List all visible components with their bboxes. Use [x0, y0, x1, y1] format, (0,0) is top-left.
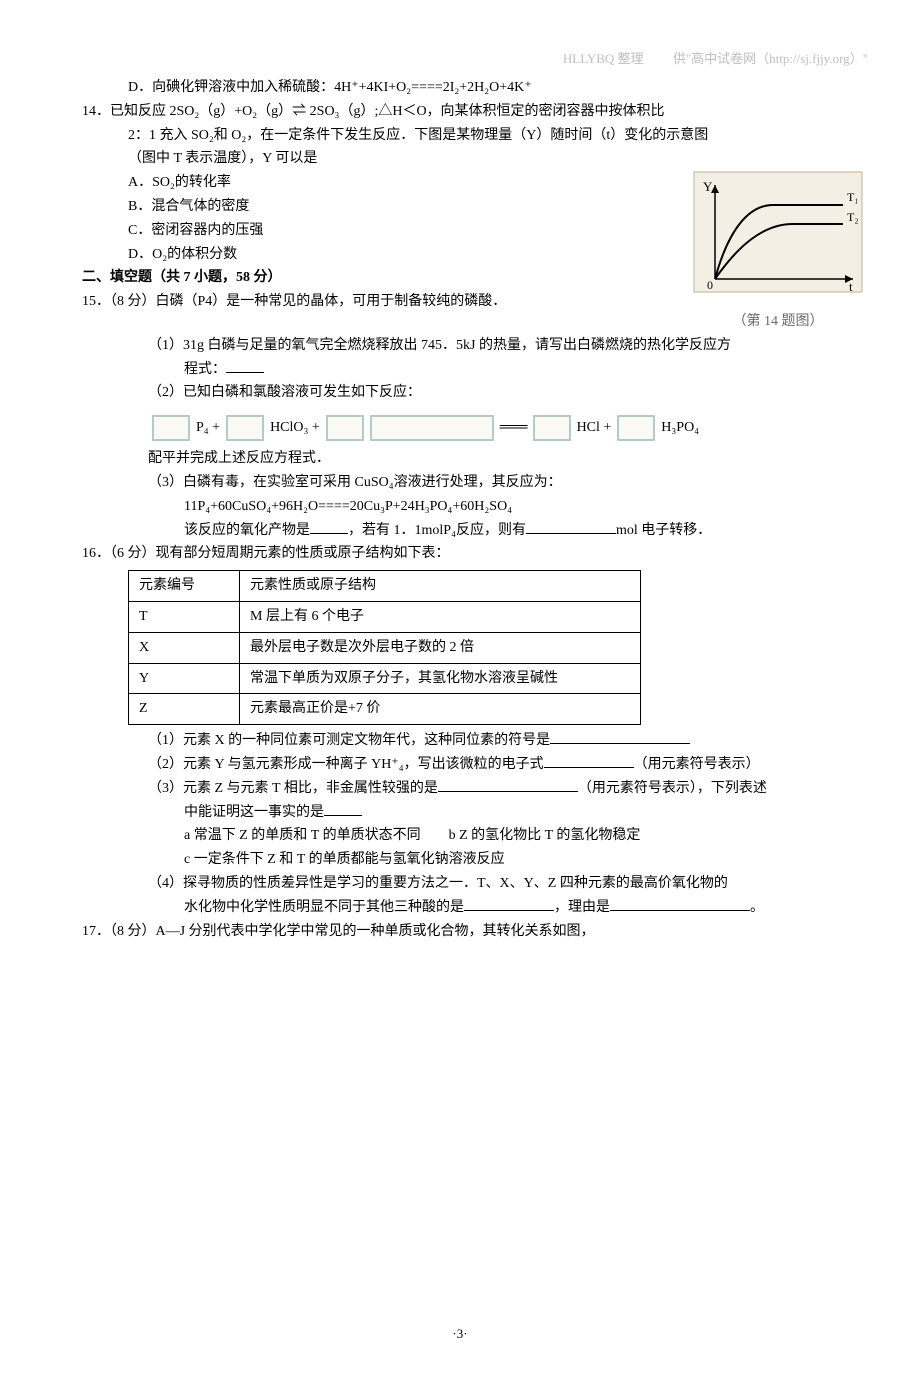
- blank: [550, 729, 690, 744]
- header-left: HLLYBQ 整理: [563, 51, 644, 66]
- graph-origin: 0: [707, 278, 713, 292]
- q16-p4a: （4）探寻物质的性质差异性是学习的重要方法之一．T、X、Y、Z 四种元素的最高价…: [52, 872, 868, 896]
- q16-p4b: 水化物中化学性质明显不同于其他三种酸的是 ，理由是 。: [52, 896, 868, 920]
- q15-p1b: 程式：: [52, 358, 868, 382]
- blank: [226, 358, 264, 373]
- eq-s1: P₄ +: [196, 416, 220, 440]
- q14-option-c: C．密闭容器内的压强: [52, 219, 688, 243]
- graph-x-label: t: [849, 279, 853, 294]
- q13-option-d: D．向碘化钾溶液中加入稀硫酸：4H⁺+4KI+O₂====2I₂+2H₂O+4K…: [52, 76, 868, 100]
- blank: [310, 519, 348, 534]
- blank: [438, 777, 578, 792]
- q16-p1a: （1）元素 X 的一种同位素可测定文物年代，这种同位素的符号是: [148, 733, 550, 748]
- table-row: Z元素最高正价是+7 价: [129, 694, 641, 725]
- q16-p3c: 中能证明这一事实的是: [52, 801, 868, 825]
- q15-p3c-a: 该反应的氧化产物是: [184, 523, 310, 538]
- table-row: X最外层电子数是次外层电子数的 2 倍: [129, 632, 641, 663]
- eq-blank-4: [370, 415, 494, 441]
- blank: [464, 896, 554, 911]
- header-link[interactable]: http://sj.fjjy.org: [769, 51, 850, 66]
- q16-p3a-text: （3）元素 Z 与元素 T 相比，非金属性较强的是: [148, 781, 438, 796]
- q16-p2: （2）元素 Y 与氢元素形成一种离子 YH⁺₄，写出该微粒的电子式 （用元素符号表…: [52, 753, 868, 777]
- cell: 最外层电子数是次外层电子数的 2 倍: [240, 632, 641, 663]
- q16-table: 元素编号 元素性质或原子结构 TM 层上有 6 个电子 X最外层电子数是次外层电…: [128, 570, 641, 725]
- q14-graph-caption: （第 14 题图）: [688, 310, 868, 334]
- blank: [324, 801, 362, 816]
- eq-blank-3: [326, 415, 364, 441]
- q14-stem-1: 14．已知反应 2SO₂（g）+O₂（g）⇌ 2SO₃（g）;△H＜O，向某体积…: [52, 100, 868, 124]
- cell: 常温下单质为双原子分子，其氢化物水溶液呈碱性: [240, 663, 641, 694]
- page-number: ·3·: [52, 1323, 868, 1345]
- q15-p3a: （3）白磷有毒，在实验室可采用 CuSO₄溶液进行处理，其反应为：: [52, 471, 868, 495]
- q15-p1b-text: 程式：: [184, 362, 226, 377]
- cell: T: [129, 602, 240, 633]
- eq-blank-1: [152, 415, 190, 441]
- q16-p4b-a: 水化物中化学性质明显不同于其他三种酸的是: [184, 900, 464, 915]
- cell: Y: [129, 663, 240, 694]
- eq-sep: ═══: [500, 416, 527, 440]
- cell: M 层上有 6 个电子: [240, 602, 641, 633]
- q16-p1: （1）元素 X 的一种同位素可测定文物年代，这种同位素的符号是: [52, 729, 868, 753]
- q15-equation: P₄ + HClO₃ + ═══ HCl + H₃PO₄: [152, 415, 868, 441]
- q16-p3e: c 一定条件下 Z 和 T 的单质都能与氢氧化钠溶液反应: [52, 848, 868, 872]
- q16-p2a: （2）元素 Y 与氢元素形成一种离子 YH⁺₄，写出该微粒的电子式: [148, 757, 544, 772]
- cell: 元素最高正价是+7 价: [240, 694, 641, 725]
- q14-option-a: A．SO₂的转化率: [52, 171, 688, 195]
- cell: Z: [129, 694, 240, 725]
- q14-graph: Y T₁ T₂ 0 t （第 14 题图）: [688, 171, 868, 334]
- graph-y-label: Y: [703, 179, 713, 194]
- q14-option-b: B．混合气体的密度: [52, 195, 688, 219]
- q16-p3a: （3）元素 Z 与元素 T 相比，非金属性较强的是 （用元素符号表示），下列表述: [52, 777, 868, 801]
- q14-graph-svg: Y T₁ T₂ 0 t: [693, 171, 863, 299]
- q16-th2: 元素性质或原子结构: [240, 571, 641, 602]
- section-2-title: 二、填空题（共 7 小题，58 分）: [52, 266, 688, 290]
- graph-t2-label: T₂: [847, 210, 859, 224]
- eq-s4: H₃PO₄: [661, 416, 699, 440]
- q16-p4b-c: 。: [750, 900, 764, 915]
- q16-stem: 16．（6 分）现有部分短周期元素的性质或原子结构如下表：: [52, 542, 868, 566]
- eq-s3: HCl +: [577, 416, 612, 440]
- eq-blank-5: [533, 415, 571, 441]
- q15-after-eq: 配平并完成上述反应方程式．: [52, 447, 868, 471]
- eq-blank-2: [226, 415, 264, 441]
- header-right-suffix: ）": [850, 51, 868, 66]
- q15-p3c-b: ，若有 1．1molP₄反应，则有: [348, 523, 526, 538]
- q15-stem: 15．（8 分）白磷（P4）是一种常见的晶体，可用于制备较纯的磷酸．: [52, 290, 688, 314]
- q15-p3b: 11P₄+60CuSO₄+96H₂O====20Cu₃P+24H₃PO₄+60H…: [52, 495, 868, 519]
- eq-blank-6: [617, 415, 655, 441]
- q16-p3d: a 常温下 Z 的单质和 T 的单质状态不同 b Z 的氢化物比 T 的氢化物稳…: [52, 824, 868, 848]
- header-attribution: HLLYBQ 整理 供"高中试卷网（http://sj.fjjy.org）": [52, 48, 868, 70]
- graph-t1-label: T₁: [847, 190, 859, 204]
- blank: [526, 519, 616, 534]
- q15-p3c-c: mol 电子转移．: [616, 523, 711, 538]
- eq-s2: HClO₃ +: [270, 416, 320, 440]
- q16-p4b-b: ，理由是: [554, 900, 610, 915]
- q17-stem: 17．（8 分）A—J 分别代表中学化学中常见的一种单质或化合物，其转化关系如图…: [52, 920, 868, 944]
- q15-p1a: （1）31g 白磷与足量的氧气完全燃烧释放出 745．5kJ 的热量，请写出白磷…: [52, 334, 868, 358]
- q16-p2b: （用元素符号表示）: [634, 757, 760, 772]
- table-row: Y常温下单质为双原子分子，其氢化物水溶液呈碱性: [129, 663, 641, 694]
- cell: X: [129, 632, 240, 663]
- q16-th1: 元素编号: [129, 571, 240, 602]
- blank: [610, 896, 750, 911]
- q15-p3c: 该反应的氧化产物是 ，若有 1．1molP₄反应，则有 mol 电子转移．: [52, 519, 868, 543]
- q14-option-d: D．O₂的体积分数: [52, 243, 688, 267]
- blank: [544, 753, 634, 768]
- q16-p3b: （用元素符号表示），下列表述: [578, 781, 767, 796]
- q14-stem-2: 2：1 充入 SO₂和 O₂，在一定条件下发生反应．下图是某物理量（Y）随时间（…: [52, 124, 868, 148]
- q15-p2: （2）已知白磷和氯酸溶液可发生如下反应：: [52, 381, 868, 405]
- q14-stem-3: （图中 T 表示温度），Y 可以是: [52, 147, 868, 171]
- header-right-prefix: 供"高中试卷网（: [673, 51, 769, 66]
- q16-p3c-text: 中能证明这一事实的是: [184, 805, 324, 820]
- table-row: TM 层上有 6 个电子: [129, 602, 641, 633]
